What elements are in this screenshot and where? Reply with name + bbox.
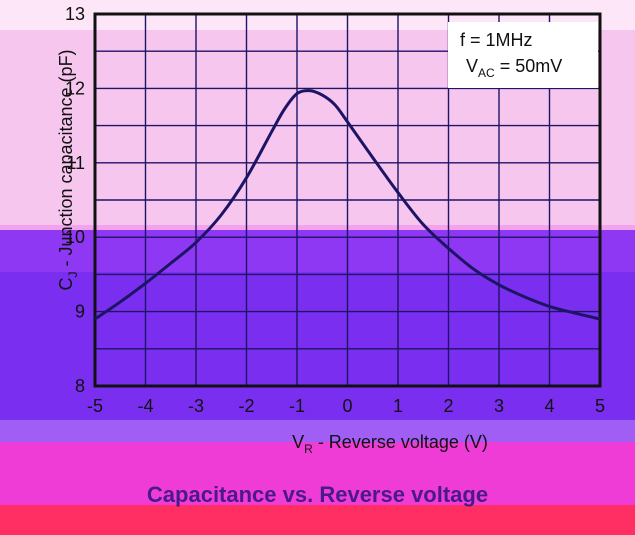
legend-box: f = 1MHz VAC = 50mV — [448, 22, 598, 88]
x-tick-label: -5 — [87, 396, 103, 416]
x-tick-label: 5 — [595, 396, 605, 416]
x-tick-label: 4 — [544, 396, 554, 416]
x-tick-label: -3 — [188, 396, 204, 416]
y-tick-label: 8 — [75, 376, 85, 396]
x-tick-label: 2 — [443, 396, 453, 416]
x-axis-label: VR - Reverse voltage (V) — [292, 432, 488, 456]
y-tick-label: 9 — [75, 302, 85, 322]
annotation-frequency: f = 1MHz — [460, 30, 533, 50]
x-tick-label: -1 — [289, 396, 305, 416]
x-tick-label: 1 — [393, 396, 403, 416]
figure-caption: Capacitance vs. Reverse voltage — [0, 482, 635, 508]
x-tick-labels: -5 -4 -3 -2 -1 0 1 2 3 4 5 — [87, 396, 605, 416]
x-tick-label: -4 — [137, 396, 153, 416]
x-tick-label: 3 — [494, 396, 504, 416]
y-tick-label: 13 — [65, 4, 85, 24]
x-tick-label: -2 — [238, 396, 254, 416]
x-tick-label: 0 — [342, 396, 352, 416]
